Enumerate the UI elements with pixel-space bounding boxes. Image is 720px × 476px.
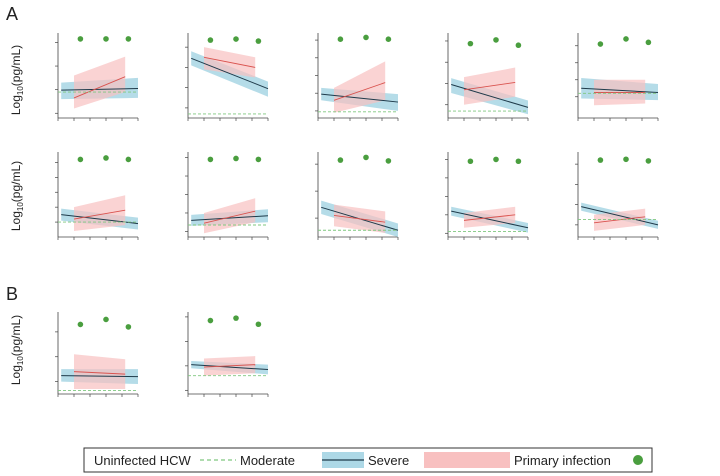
moderate-trend-line	[451, 84, 529, 108]
primary-infection-dot	[363, 154, 369, 161]
primary-infection-dot	[77, 36, 84, 42]
primary-infection-dot	[493, 156, 499, 163]
primary-infection-dot	[337, 157, 344, 163]
primary-infection-dot	[125, 36, 132, 42]
severe-ci-band	[74, 195, 126, 232]
legend-label-uninfected: Uninfected HCW	[94, 453, 192, 468]
primary-infection-dot	[233, 315, 239, 321]
chart-9	[575, 152, 659, 240]
severe-trend-line	[73, 371, 126, 375]
severe-trend-line	[203, 210, 256, 224]
chart-10	[55, 312, 139, 397]
legend-box	[83, 447, 653, 473]
y-axis-unit: (pg/mL)	[9, 161, 23, 202]
severe-trend-line	[203, 364, 256, 368]
moderate-trend-line	[451, 210, 529, 229]
primary-infection-dot	[385, 36, 392, 42]
y-axis-sub: 10	[16, 86, 25, 95]
chart-4	[575, 33, 659, 121]
primary-infection-dot	[623, 156, 629, 163]
svg-text:Log10(pg/mL): Log10(pg/mL)	[9, 161, 25, 231]
primary-infection-dot	[467, 40, 474, 47]
legend-label-primary: Primary infection	[514, 453, 611, 468]
moderate-trend-line	[581, 206, 659, 226]
y-axis-unit: (pg/mL)	[9, 315, 23, 356]
primary-infection-dot	[207, 317, 214, 324]
y-axis-log: Log	[9, 211, 23, 231]
y-axis-log: Log	[9, 95, 23, 115]
primary-infection-dot	[337, 36, 344, 42]
y-axis-sub: 10	[16, 356, 25, 365]
chart-3	[445, 33, 529, 121]
primary-infection-dot	[645, 39, 652, 46]
chart-8	[445, 152, 529, 240]
primary-infection-dot	[103, 316, 109, 323]
primary-infection-dot	[597, 157, 604, 163]
y-axis-log: Log	[9, 365, 23, 385]
severe-ci-band	[74, 56, 126, 109]
y-axis-title-row3: Log10(pg/mL)	[9, 315, 25, 385]
severe-ci-band	[74, 354, 126, 390]
primary-infection-dot	[645, 158, 652, 164]
primary-infection-dot	[597, 41, 604, 47]
y-axis-sub: 10	[16, 202, 25, 211]
primary-infection-dot	[125, 324, 132, 330]
severe-trend-line	[463, 81, 516, 91]
chart-panels	[55, 33, 659, 397]
chart-5	[55, 152, 139, 240]
chart-11	[185, 312, 269, 397]
legend-primary-dot	[633, 455, 643, 465]
severe-ci-band	[204, 198, 256, 234]
primary-infection-dot	[623, 36, 629, 42]
primary-infection-dot	[207, 37, 214, 43]
primary-infection-dot	[493, 37, 499, 43]
moderate-trend-line	[191, 57, 269, 90]
primary-infection-dot	[77, 156, 84, 163]
severe-trend-line	[73, 209, 126, 220]
y-axis-title-row2: Log10(pg/mL)	[9, 161, 25, 231]
moderate-trend-line	[191, 215, 269, 221]
primary-infection-dot	[515, 158, 522, 165]
moderate-trend-line	[191, 364, 269, 371]
panel-label-b: B	[6, 284, 18, 304]
primary-infection-dot	[385, 158, 392, 164]
moderate-trend-line	[61, 87, 139, 91]
severe-trend-line	[333, 214, 386, 223]
chart-7	[315, 152, 399, 240]
moderate-trend-line	[581, 87, 659, 93]
chart-1	[185, 33, 269, 121]
primary-infection-dot	[207, 156, 214, 163]
legend-label-severe: Severe	[368, 453, 409, 468]
severe-trend-line	[463, 214, 516, 221]
primary-infection-dot	[77, 321, 84, 328]
primary-infection-dot	[255, 321, 262, 328]
severe-trend-line	[333, 82, 386, 101]
primary-infection-dot	[233, 36, 239, 42]
moderate-trend-line	[61, 375, 139, 378]
primary-infection-dot	[125, 156, 132, 163]
severe-trend-line	[203, 56, 256, 68]
primary-infection-dot	[255, 156, 262, 163]
legend-label-moderate: Moderate	[240, 453, 295, 468]
primary-infection-dot	[103, 155, 109, 161]
primary-infection-dot	[515, 42, 522, 49]
chart-6	[185, 152, 269, 240]
panel-label-a: A	[6, 4, 18, 24]
svg-text:Log10(pg/mL): Log10(pg/mL)	[9, 45, 25, 115]
moderate-trend-line	[321, 93, 399, 103]
svg-text:Log10(pg/mL): Log10(pg/mL)	[9, 315, 25, 385]
primary-infection-dot	[103, 36, 109, 42]
primary-infection-dot	[233, 155, 239, 162]
y-axis-title-row1: Log10(pg/mL)	[9, 45, 25, 115]
primary-infection-dot	[467, 158, 474, 165]
chart-0	[55, 33, 139, 121]
legend-severe-band	[424, 452, 510, 468]
legend: Uninfected HCW Moderate Severe Primary i…	[83, 447, 653, 473]
chart-2	[315, 33, 399, 121]
primary-infection-dot	[255, 38, 262, 44]
y-axis-unit: (pg/mL)	[9, 45, 23, 86]
primary-infection-dot	[363, 34, 369, 41]
severe-trend-line	[73, 76, 126, 99]
